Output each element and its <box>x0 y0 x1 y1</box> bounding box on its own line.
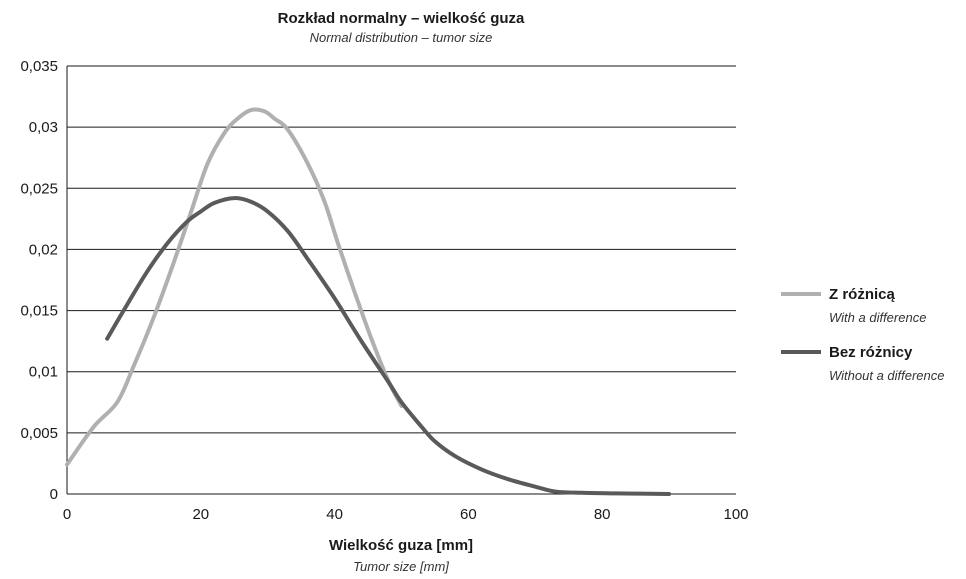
legend-label-z-roznica: Z różnicą <box>829 286 896 303</box>
x-axis-title: Wielkość guza [mm] <box>329 537 473 554</box>
series-line-bez-roznicy <box>105 196 672 496</box>
y-tick-label: 0,015 <box>20 303 58 320</box>
legend-sublabel-bez-roznicy: Without a difference <box>829 368 945 383</box>
series-line-z-roznica <box>65 107 404 467</box>
x-tick-label: 40 <box>326 506 343 523</box>
x-tick-label: 0 <box>63 506 71 523</box>
x-tick-label: 100 <box>723 506 748 523</box>
y-tick-label: 0,03 <box>29 119 58 136</box>
y-tick-label: 0,02 <box>29 241 58 258</box>
chart-subtitle: Normal distribution – tumor size <box>310 30 493 45</box>
x-tick-label: 60 <box>460 506 477 523</box>
y-tick-label: 0,005 <box>20 425 58 442</box>
y-tick-label: 0 <box>50 486 58 503</box>
y-tick-label: 0,035 <box>20 58 58 75</box>
legend: Z różnicą With a difference Bez różnicy … <box>781 286 945 383</box>
x-tick-label: 80 <box>594 506 611 523</box>
y-tick-label: 0,01 <box>29 364 58 381</box>
x-tick-label: 20 <box>192 506 209 523</box>
legend-label-bez-roznicy: Bez różnicy <box>829 344 913 361</box>
legend-sublabel-z-roznica: With a difference <box>829 310 926 325</box>
series-lines <box>65 107 672 496</box>
x-axis-subtitle: Tumor size [mm] <box>353 559 449 574</box>
x-tick-labels: 0 20 40 60 80 100 <box>63 506 749 523</box>
y-tick-labels: 0 0,005 0,01 0,015 0,02 0,025 0,03 0,035 <box>20 58 58 503</box>
y-tick-label: 0,025 <box>20 180 58 197</box>
chart-title: Rozkład normalny – wielkość guza <box>278 10 525 27</box>
